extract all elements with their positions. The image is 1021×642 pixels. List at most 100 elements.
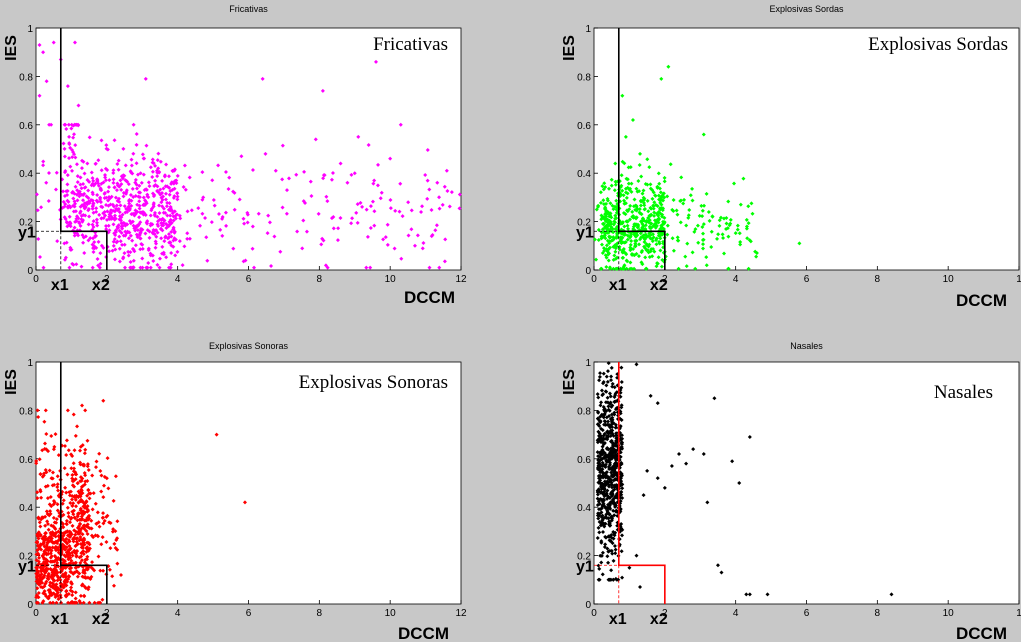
data-point — [75, 174, 80, 179]
data-point — [595, 503, 600, 508]
data-point — [68, 489, 73, 494]
data-point — [619, 380, 624, 385]
data-point — [171, 218, 176, 223]
x-tick-label: 8 — [317, 608, 323, 619]
data-point — [133, 180, 138, 185]
data-point — [83, 479, 88, 484]
data-point — [70, 503, 75, 508]
threshold-x2-label: x2 — [92, 277, 110, 294]
data-point — [687, 208, 692, 213]
data-point — [372, 178, 377, 183]
data-point — [605, 395, 610, 400]
data-point — [72, 484, 77, 489]
data-point — [646, 220, 651, 225]
data-point — [130, 238, 135, 243]
data-point — [733, 231, 738, 236]
y-tick-label: 0.4 — [577, 503, 591, 514]
data-point — [263, 151, 268, 156]
data-point — [150, 169, 155, 174]
data-point — [86, 488, 91, 493]
data-point — [35, 490, 40, 495]
data-point — [620, 436, 625, 441]
data-point — [142, 156, 147, 161]
y-tick-label: 0.4 — [577, 169, 591, 180]
data-point — [185, 236, 190, 241]
y-tick-label: 0.4 — [19, 503, 33, 514]
data-point — [613, 161, 618, 166]
data-point — [605, 554, 610, 559]
data-point — [250, 167, 255, 172]
data-point — [440, 202, 445, 207]
data-point — [94, 465, 99, 470]
data-point — [68, 145, 73, 150]
x-tick-label: 10 — [943, 608, 955, 619]
data-point — [177, 239, 182, 244]
data-point — [131, 246, 136, 251]
data-point — [66, 574, 71, 579]
data-point — [657, 181, 662, 186]
data-point — [101, 568, 106, 573]
x-tick-label: 10 — [385, 274, 397, 285]
data-point — [355, 220, 360, 225]
data-point — [134, 131, 139, 136]
data-point — [701, 222, 706, 227]
threshold-y1-label: y1 — [576, 558, 594, 575]
data-point — [56, 597, 61, 602]
data-point — [46, 540, 51, 545]
data-point — [106, 189, 111, 194]
data-point — [603, 236, 608, 241]
data-point — [688, 193, 693, 198]
data-point — [101, 511, 106, 516]
data-point — [113, 195, 118, 200]
data-point — [598, 473, 603, 478]
data-point — [111, 222, 116, 227]
data-point — [608, 434, 613, 439]
data-point — [53, 544, 58, 549]
data-point — [631, 227, 636, 232]
data-point — [80, 158, 85, 163]
data-point — [354, 210, 359, 215]
data-point — [655, 184, 660, 189]
data-point — [165, 200, 170, 205]
data-point — [87, 135, 92, 140]
data-point — [107, 178, 112, 183]
data-point — [608, 502, 613, 507]
data-point — [231, 246, 236, 251]
data-point — [81, 542, 86, 547]
data-point — [78, 534, 83, 539]
data-point — [110, 248, 115, 253]
data-point — [272, 234, 277, 239]
data-point — [96, 239, 101, 244]
data-point — [64, 594, 69, 599]
data-point — [604, 383, 609, 388]
data-point — [611, 444, 616, 449]
data-point — [745, 236, 750, 241]
data-point — [237, 197, 242, 202]
data-point — [449, 190, 454, 195]
data-point — [76, 122, 81, 127]
data-point — [74, 192, 79, 197]
data-point — [671, 248, 676, 253]
data-point — [52, 500, 57, 505]
data-point — [797, 241, 802, 246]
data-point — [602, 233, 607, 238]
data-point — [66, 600, 71, 605]
data-point — [245, 212, 250, 217]
data-point — [596, 422, 601, 427]
data-point — [651, 203, 656, 208]
data-point — [612, 468, 617, 473]
data-point — [119, 572, 123, 577]
data-point — [712, 396, 717, 401]
data-point — [139, 242, 144, 247]
y-tick-label: 0.2 — [19, 552, 33, 563]
data-point — [606, 434, 611, 439]
data-point — [607, 512, 612, 517]
data-point — [302, 169, 307, 174]
y-axis-label: IES — [3, 369, 20, 395]
data-point — [141, 203, 146, 208]
data-point — [427, 265, 432, 270]
data-point — [61, 141, 66, 146]
data-point — [210, 178, 215, 183]
data-point — [62, 241, 67, 246]
